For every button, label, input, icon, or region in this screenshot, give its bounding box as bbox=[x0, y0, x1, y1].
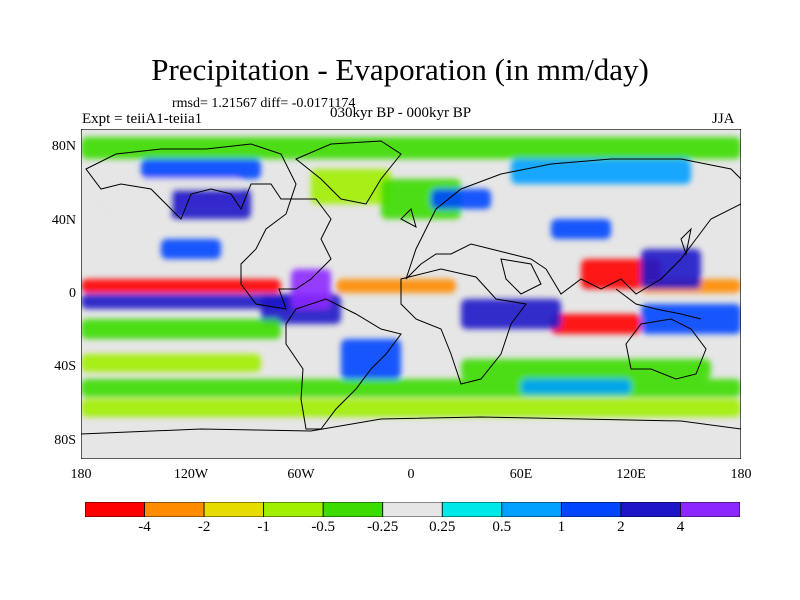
colorbar-label: -0.25 bbox=[367, 519, 399, 535]
lon-label-120w: 120W bbox=[173, 467, 209, 482]
colorbar-label: -1 bbox=[257, 519, 270, 535]
colorbar-swatch bbox=[263, 502, 324, 517]
colorbar-label: -2 bbox=[197, 519, 211, 535]
chart-title: Precipitation - Evaporation (in mm/day) bbox=[151, 52, 649, 87]
colorbar-label: -4 bbox=[138, 519, 151, 535]
colorbar-label: 4 bbox=[676, 519, 685, 535]
lon-label-60e: 60E bbox=[509, 467, 533, 482]
colorbar-swatch bbox=[441, 502, 503, 517]
colorbar-swatch bbox=[85, 502, 145, 517]
period-label: 030kyr BP - 000kyr BP bbox=[330, 105, 472, 121]
lon-label-120e: 120E bbox=[616, 467, 646, 482]
colorbar-swatch bbox=[382, 502, 443, 517]
lat-label-80n: 80N bbox=[51, 139, 76, 154]
colorbar-label: 2 bbox=[617, 519, 625, 535]
lat-label-0: 0 bbox=[69, 286, 76, 301]
lon-label-180e: 180 bbox=[730, 467, 752, 482]
colorbar-label: 1 bbox=[557, 519, 566, 535]
coastlines bbox=[81, 140, 741, 459]
lon-label-60w: 60W bbox=[287, 467, 315, 482]
stats-label: rmsd= 1.21567 diff= -0.0171174 bbox=[172, 96, 356, 111]
colorbar-label: 0.25 bbox=[429, 519, 456, 535]
colorbar-swatch bbox=[680, 502, 740, 517]
colorbar-swatch bbox=[620, 502, 681, 517]
colorbar-swatch bbox=[560, 502, 622, 517]
lat-label-40s: 40S bbox=[54, 359, 76, 374]
lon-label-0: 0 bbox=[407, 467, 415, 482]
experiment-label: Expt = teiiA1-teiia1 bbox=[82, 111, 203, 127]
colorbar-swatch bbox=[144, 502, 205, 517]
colorbar-label: -0.5 bbox=[311, 519, 336, 535]
season-label: JJA bbox=[712, 111, 735, 127]
colorbar-swatch bbox=[203, 502, 265, 517]
global-map bbox=[81, 129, 741, 459]
lat-label-80s: 80S bbox=[54, 433, 76, 448]
colorbar-label: 0.5 bbox=[492, 519, 512, 535]
colorbar bbox=[85, 502, 740, 517]
lon-label-180w: 180 bbox=[70, 467, 92, 482]
lat-label-40n: 40N bbox=[51, 213, 76, 228]
colorbar-swatch bbox=[322, 502, 384, 517]
colorbar-swatch bbox=[501, 502, 562, 517]
